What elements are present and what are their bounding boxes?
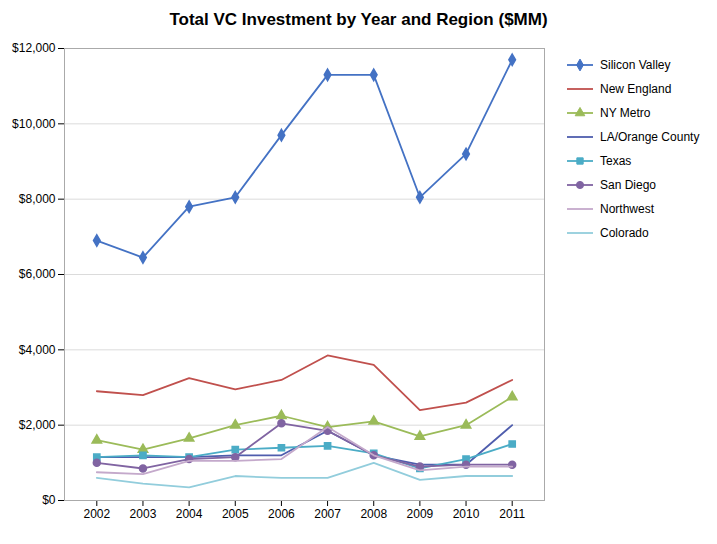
svg-text:2004: 2004 xyxy=(176,507,203,521)
html-text:LA/Orange County: LA/Orange County xyxy=(600,130,700,144)
svg-text:2010: 2010 xyxy=(453,507,480,521)
svg-text:$12,000: $12,000 xyxy=(12,41,56,55)
svg-text:2006: 2006 xyxy=(268,507,295,521)
svg-text:$8,000: $8,000 xyxy=(19,192,56,206)
html-text:Texas: Texas xyxy=(600,154,632,168)
svg-text:2011: 2011 xyxy=(499,507,525,521)
svg-text:2005: 2005 xyxy=(222,507,249,521)
svg-text:2008: 2008 xyxy=(360,507,387,521)
html-text:San Diego: San Diego xyxy=(600,178,656,192)
svg-text:$4,000: $4,000 xyxy=(19,343,56,357)
svg-text:$10,000: $10,000 xyxy=(12,117,56,131)
html-text:New England: New England xyxy=(600,82,672,96)
svg-text:$2,000: $2,000 xyxy=(19,418,56,432)
svg-text:2002: 2002 xyxy=(83,507,110,521)
html-text:NY Metro: NY Metro xyxy=(600,106,651,120)
svg-text:2003: 2003 xyxy=(130,507,157,521)
html-text:Total VC Investment by Year an: Total VC Investment by Year and Region (… xyxy=(169,10,548,29)
svg-text:$0: $0 xyxy=(42,493,56,507)
html-text:Silicon Valley: Silicon Valley xyxy=(600,58,671,72)
svg-text:2009: 2009 xyxy=(407,507,434,521)
html-text:Northwest: Northwest xyxy=(600,202,654,216)
svg-text:$6,000: $6,000 xyxy=(19,267,56,281)
svg-text:2007: 2007 xyxy=(314,507,341,521)
html-text:Colorado: Colorado xyxy=(600,226,649,240)
